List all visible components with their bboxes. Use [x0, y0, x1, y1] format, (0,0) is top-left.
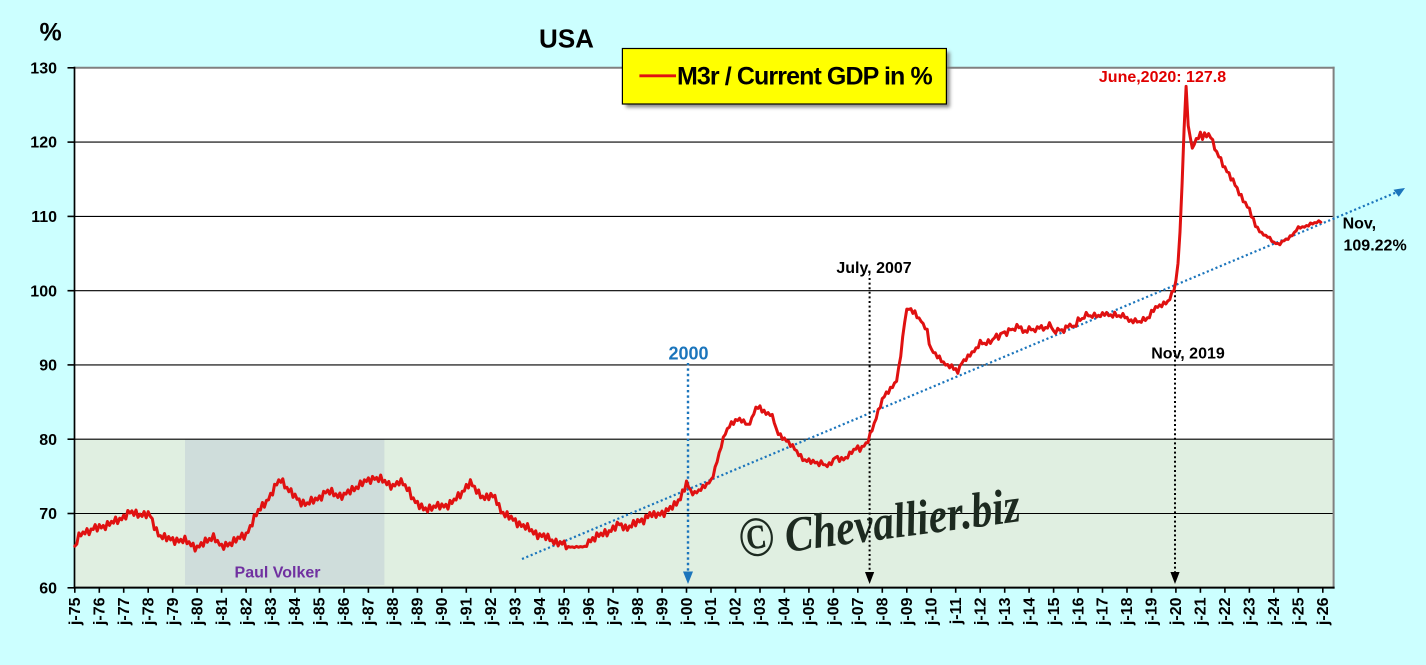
svg-text:j-77: j-77: [116, 597, 133, 626]
svg-text:j-16: j-16: [1070, 597, 1087, 626]
svg-text:j-24: j-24: [1266, 597, 1283, 626]
svg-text:j-12: j-12: [972, 597, 989, 626]
svg-text:j-86: j-86: [336, 597, 353, 626]
svg-text:j-13: j-13: [997, 597, 1014, 626]
svg-text:j-05: j-05: [801, 597, 818, 626]
svg-text:j-09: j-09: [899, 597, 916, 626]
svg-text:j-08: j-08: [875, 597, 892, 626]
svg-text:j-26: j-26: [1315, 597, 1332, 626]
svg-text:j-02: j-02: [728, 597, 745, 626]
svg-text:j-10: j-10: [923, 597, 940, 626]
svg-text:j-21: j-21: [1193, 597, 1210, 626]
svg-text:100: 100: [30, 283, 57, 300]
svg-text:j-94: j-94: [532, 597, 549, 626]
svg-text:j-82: j-82: [238, 597, 255, 626]
svg-text:j-76: j-76: [92, 597, 109, 626]
svg-text:j-11: j-11: [948, 597, 965, 625]
svg-text:j-95: j-95: [556, 597, 573, 626]
svg-text:j-15: j-15: [1046, 597, 1063, 626]
svg-text:M3r / Current GDP in %: M3r / Current GDP in %: [677, 63, 932, 91]
svg-text:j-79: j-79: [165, 597, 182, 626]
svg-text:j-17: j-17: [1095, 597, 1112, 626]
svg-text:Nov, 2019: Nov, 2019: [1151, 345, 1225, 362]
svg-text:June,2020: 127.8: June,2020: 127.8: [1099, 69, 1226, 86]
svg-text:j-23: j-23: [1242, 597, 1259, 626]
svg-text:j-07: j-07: [850, 597, 867, 626]
svg-text:%: %: [40, 18, 62, 46]
svg-text:90: 90: [39, 358, 57, 375]
svg-text:j-96: j-96: [581, 597, 598, 626]
svg-text:130: 130: [30, 60, 57, 77]
svg-text:j-97: j-97: [605, 597, 622, 626]
svg-text:j-25: j-25: [1291, 597, 1308, 626]
svg-text:j-22: j-22: [1217, 597, 1234, 626]
svg-text:120: 120: [30, 135, 57, 152]
svg-text:j-87: j-87: [361, 597, 378, 626]
svg-text:Nov,: Nov,: [1343, 216, 1376, 233]
svg-text:j-18: j-18: [1119, 597, 1136, 626]
svg-text:j-01: j-01: [703, 597, 720, 626]
svg-text:j-06: j-06: [826, 597, 843, 626]
svg-text:j-89: j-89: [410, 597, 427, 626]
svg-text:j-80: j-80: [189, 597, 206, 626]
svg-text:j-03: j-03: [752, 597, 769, 626]
svg-text:j-00: j-00: [679, 597, 696, 626]
svg-text:2000: 2000: [668, 344, 708, 364]
svg-text:80: 80: [39, 432, 57, 449]
svg-text:110: 110: [31, 209, 57, 226]
svg-text:j-92: j-92: [483, 597, 500, 626]
svg-text:j-90: j-90: [434, 597, 451, 626]
svg-text:Paul Volker: Paul Volker: [235, 565, 321, 582]
svg-text:j-83: j-83: [263, 597, 280, 626]
svg-text:j-88: j-88: [385, 597, 402, 626]
svg-text:j-04: j-04: [777, 597, 794, 626]
svg-text:USA: USA: [539, 24, 594, 54]
svg-text:j-99: j-99: [654, 597, 671, 626]
svg-text:j-14: j-14: [1021, 597, 1038, 626]
svg-text:j-19: j-19: [1144, 597, 1161, 626]
svg-text:j-75: j-75: [67, 597, 84, 626]
svg-text:j-91: j-91: [459, 597, 476, 626]
svg-text:j-20: j-20: [1168, 597, 1185, 626]
svg-text:j-78: j-78: [140, 597, 157, 626]
svg-text:109.22%: 109.22%: [1344, 238, 1407, 255]
svg-text:j-93: j-93: [508, 597, 525, 626]
svg-text:j-81: j-81: [214, 597, 231, 626]
svg-text:70: 70: [39, 506, 57, 523]
svg-text:60: 60: [39, 580, 57, 597]
svg-text:j-98: j-98: [630, 597, 647, 626]
svg-text:July, 2007: July, 2007: [836, 260, 911, 277]
svg-text:j-85: j-85: [312, 597, 329, 626]
svg-text:j-84: j-84: [287, 597, 304, 626]
